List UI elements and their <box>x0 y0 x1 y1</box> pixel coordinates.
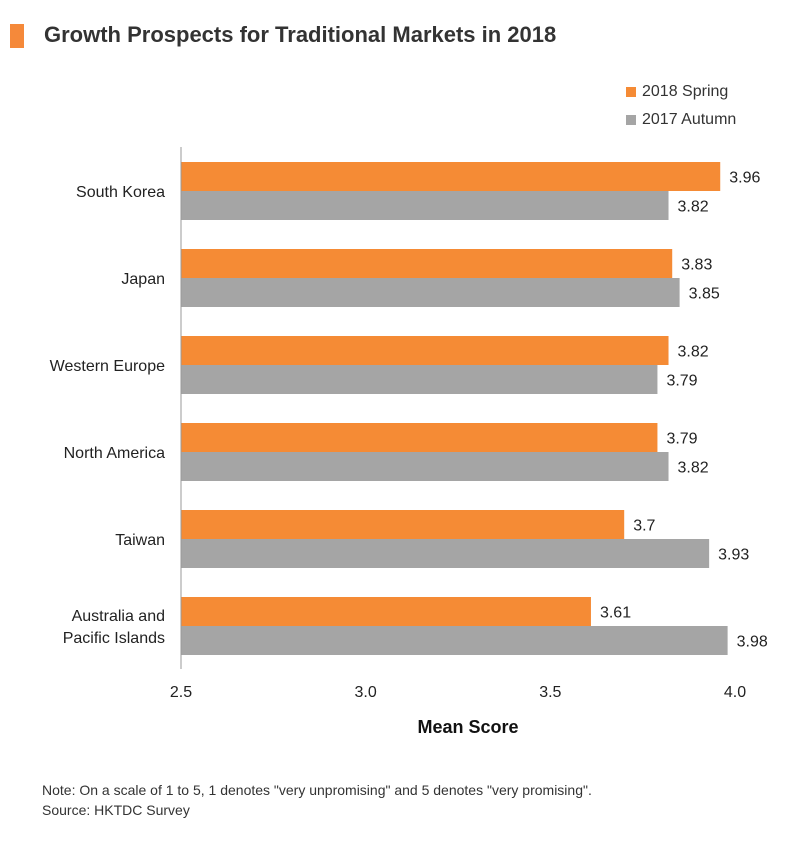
note-text: Note: On a scale of 1 to 5, 1 denotes "v… <box>42 782 592 798</box>
title-accent-bar <box>10 24 24 48</box>
data-label: 3.98 <box>737 634 768 651</box>
bar-autumn <box>181 539 710 568</box>
source-text: Source: HKTDC Survey <box>42 802 190 818</box>
x-axis-title: Mean Score <box>417 717 518 737</box>
data-label: 3.82 <box>678 199 709 216</box>
bar-spring <box>181 249 673 278</box>
bar-autumn <box>181 278 680 307</box>
category-label: Western Europe <box>50 358 165 375</box>
data-label: 3.61 <box>600 605 631 622</box>
legend-label-spring: 2018 Spring <box>642 83 729 100</box>
bar-spring <box>181 597 591 626</box>
category-label: North America <box>64 445 165 462</box>
bar-chart: 3.96 3.82 South Korea 3.83 3.85 Japan 3.82 3.79… <box>50 147 768 737</box>
bar-spring <box>181 162 721 191</box>
chart-footnote: Note: On a scale of 1 to 5, 1 denotes "v… <box>42 780 592 820</box>
category-label: Japan <box>121 271 165 288</box>
chart-title: Growth Prospects for Traditional Markets… <box>44 22 557 47</box>
data-label: 3.79 <box>666 431 697 448</box>
legend-swatch-autumn <box>626 115 636 125</box>
data-label: 3.85 <box>689 286 720 303</box>
category-label: Pacific Islands <box>63 630 165 647</box>
bar-spring <box>181 510 625 539</box>
data-label: 3.7 <box>633 518 655 535</box>
legend-item-autumn: 2017 Autumn <box>626 106 736 134</box>
data-label: 3.83 <box>681 257 712 274</box>
legend-swatch-spring <box>626 87 636 97</box>
legend-label-autumn: 2017 Autumn <box>642 111 737 128</box>
data-label: 3.79 <box>666 373 697 390</box>
data-label: 3.96 <box>729 170 760 187</box>
legend-item-spring: 2018 Spring <box>626 78 736 106</box>
data-label: 3.82 <box>678 460 709 477</box>
category-label: Taiwan <box>115 532 165 549</box>
bar-autumn <box>181 191 669 220</box>
category-label: Australia and <box>72 608 165 625</box>
x-tick-label: 4.0 <box>724 684 746 701</box>
x-tick-label: 3.0 <box>355 684 377 701</box>
x-tick-label: 3.5 <box>539 684 561 701</box>
bar-autumn <box>181 365 658 394</box>
bar-autumn <box>181 626 728 655</box>
x-tick-label: 2.5 <box>170 684 192 701</box>
category-label: South Korea <box>76 184 165 201</box>
bar-autumn <box>181 452 669 481</box>
bar-spring <box>181 336 669 365</box>
bar-spring <box>181 423 658 452</box>
data-label: 3.93 <box>718 547 749 564</box>
legend: 2018 Spring 2017 Autumn <box>626 78 736 134</box>
data-label: 3.82 <box>678 344 709 361</box>
